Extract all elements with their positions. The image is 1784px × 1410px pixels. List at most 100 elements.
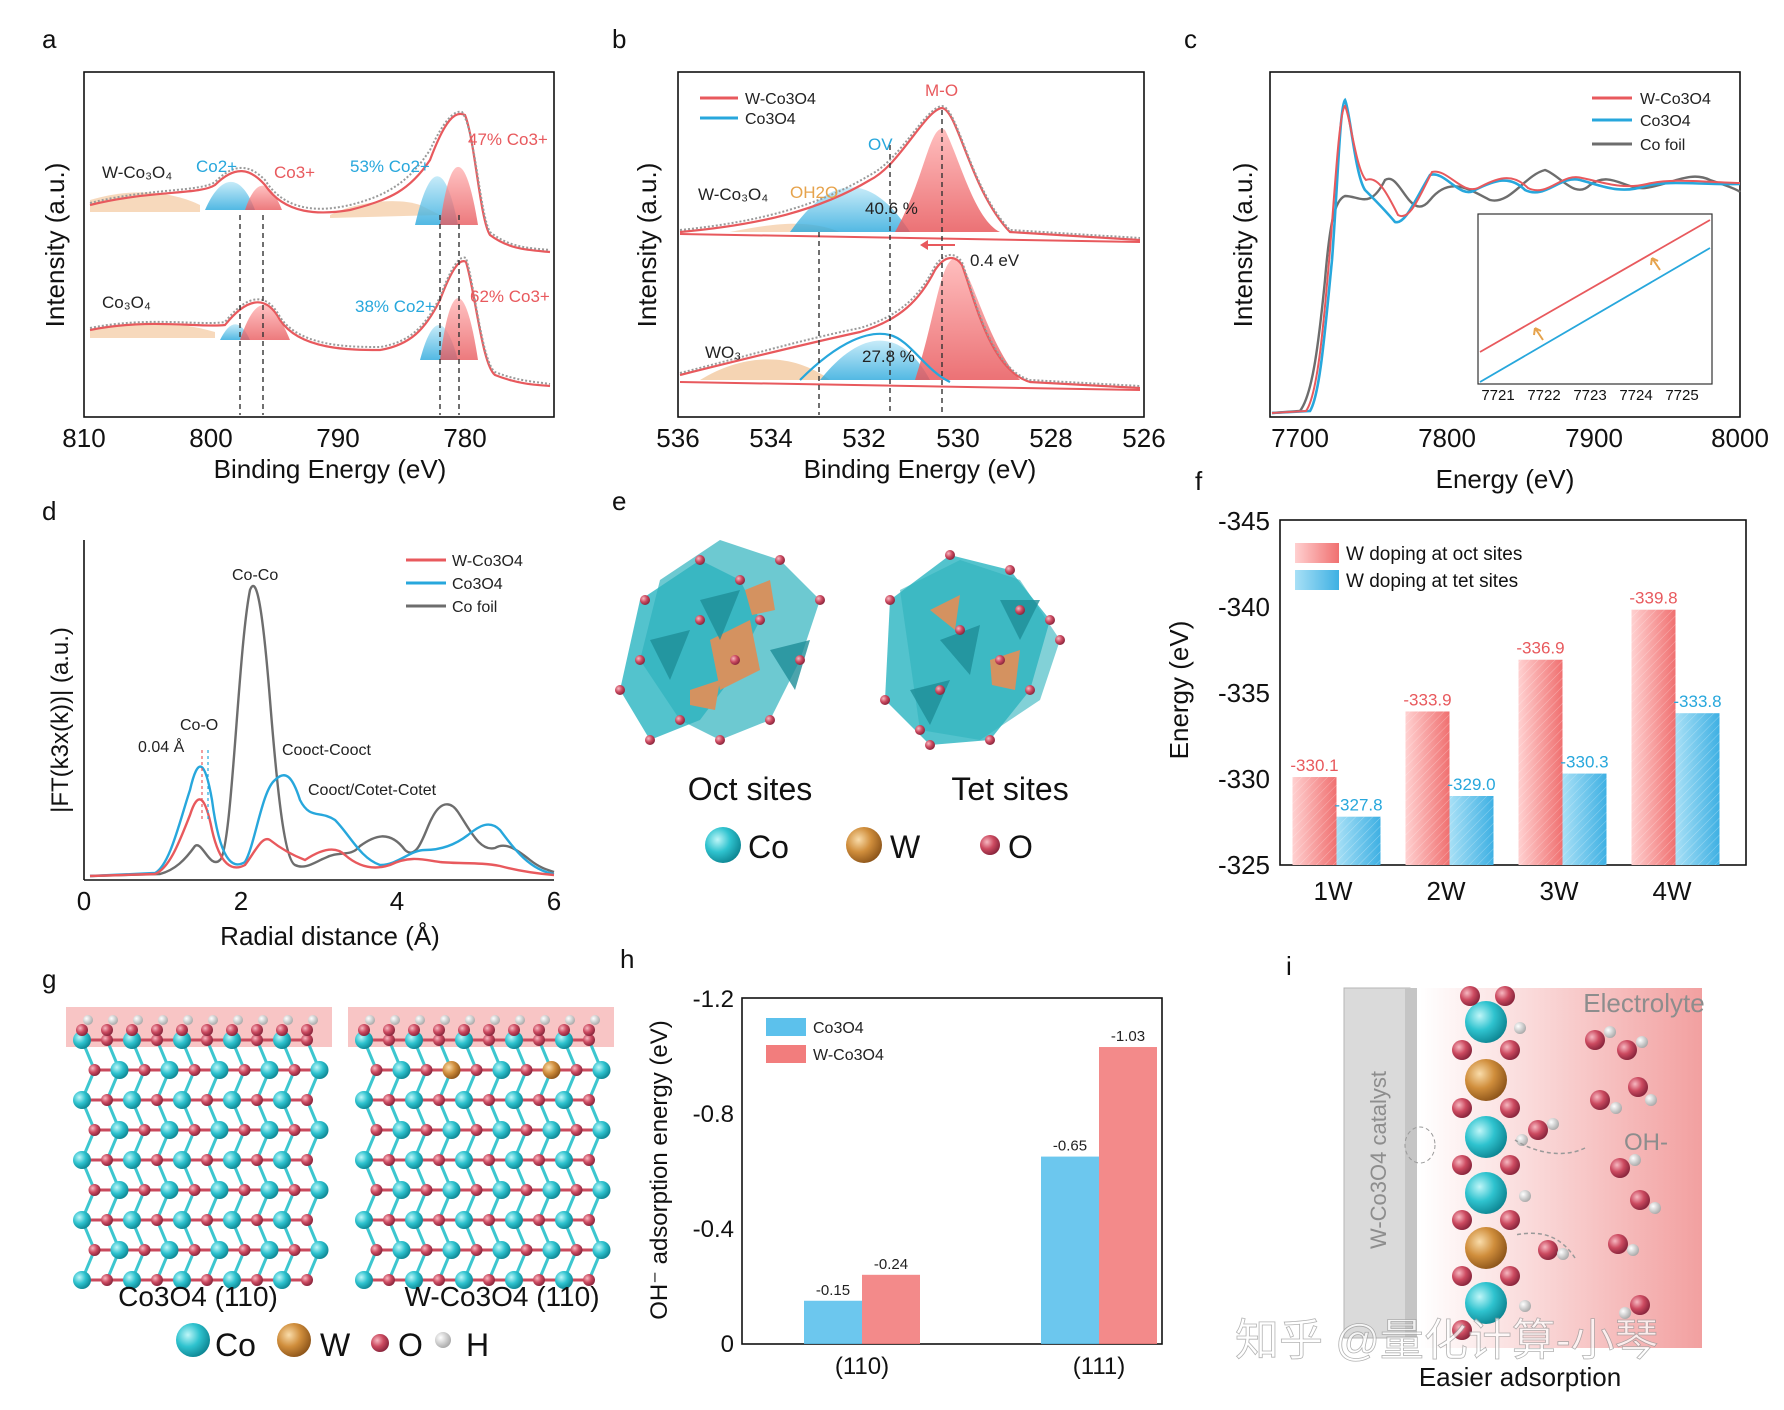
- oxygen-atoms-e: [615, 550, 1065, 750]
- annotation-38-co2: 38% Co2+: [355, 297, 435, 316]
- plot-frame-b: [677, 71, 1145, 418]
- shift-arrowhead: [920, 240, 928, 250]
- surface-atoms-i: [1452, 986, 1531, 1340]
- x-tick-a-3: 780: [443, 423, 486, 453]
- oh-label: OH-: [1624, 1129, 1668, 1156]
- value-label-oct-1w: -330.1: [1290, 756, 1338, 775]
- o-atom: [301, 1214, 313, 1226]
- h-atom: [208, 1015, 218, 1025]
- y-ticks-h: 0 -0.4 -0.8 -1.2: [693, 986, 734, 1358]
- co-atom: [405, 1091, 423, 1109]
- o-atom: [358, 1024, 370, 1036]
- co-atom: [273, 1091, 291, 1109]
- annotation-62-co3: 62% Co3+: [470, 287, 550, 306]
- bars-f: [1292, 609, 1720, 865]
- h-atom: [390, 1015, 400, 1025]
- o-atom: [101, 1094, 113, 1106]
- y-tick-h-0: 0: [721, 1331, 734, 1358]
- co-atom: [555, 1211, 573, 1229]
- reference-lines-a: [239, 215, 460, 415]
- panel-letter-b: b: [612, 24, 626, 54]
- y-ticks-f: -325 -330 -335 -340 -345: [1218, 506, 1270, 880]
- h-atom: [490, 1015, 500, 1025]
- o-atom: [508, 1024, 520, 1036]
- co-atom: [73, 1211, 91, 1229]
- h-atom: [158, 1015, 168, 1025]
- o-atom: [583, 1274, 595, 1286]
- bars-h: [804, 1047, 1157, 1344]
- co-atom: [273, 1211, 291, 1229]
- y-tick-f-2: -335: [1218, 678, 1270, 708]
- o-atom: [583, 1094, 595, 1106]
- inset-line-co3o4: [1479, 247, 1711, 383]
- value-label-oct-2w: -333.9: [1403, 690, 1451, 709]
- o-atom: [483, 1154, 495, 1166]
- o-atom: [583, 1154, 595, 1166]
- x-axis-label-d: Radial distance (Å): [220, 921, 440, 951]
- line-w-co3o4-d: [89, 798, 555, 878]
- x-tick-a-0: 810: [62, 423, 105, 453]
- co-atom: [223, 1211, 241, 1229]
- legend-o-atom-g: [371, 1334, 389, 1352]
- co-atom: [355, 1151, 373, 1169]
- o-atom: [583, 1024, 595, 1036]
- plot-frame-h: [741, 997, 1163, 1345]
- inset-frame-c: [1477, 213, 1713, 385]
- co-atom: [442, 1121, 461, 1139]
- value-label-tet-4w: -333.8: [1673, 692, 1721, 711]
- value-label-tet-2w: -329.0: [1447, 775, 1495, 794]
- baseline-top-b: [679, 233, 1141, 243]
- fill-ov-top: [790, 187, 910, 232]
- o-atom: [288, 1124, 301, 1136]
- value-labels-h: -0.15 -0.24 -0.65 -1.03: [816, 1028, 1145, 1299]
- co-atom: [455, 1151, 473, 1169]
- o-atom: [458, 1024, 470, 1036]
- raw-top-b: [679, 104, 1141, 239]
- h-atom: [133, 1015, 143, 1025]
- legend-w-e: W: [890, 829, 921, 865]
- o-atom: [383, 1024, 395, 1036]
- h-atom: [415, 1015, 425, 1025]
- o-atom: [520, 1064, 533, 1076]
- x-tick-h-0: (110): [835, 1353, 889, 1380]
- x-tick-f-2: 3W: [1540, 876, 1579, 906]
- catalyst-label: W-Co3O4 catalyst: [1366, 1071, 1391, 1249]
- adsorption-arrow-2: [1514, 1232, 1576, 1259]
- o-atom: [533, 1274, 545, 1286]
- structure-tet: [885, 555, 1060, 745]
- co-atom: [210, 1061, 229, 1079]
- legend-co-e: Co: [748, 829, 789, 865]
- o-atom: [101, 1154, 113, 1166]
- x-ticks-f: 1W 2W 3W 4W: [1314, 876, 1692, 906]
- legend-w-co3o4-b: W-Co3O4: [745, 91, 816, 108]
- legend-co-atom-g: [176, 1323, 210, 1357]
- panel-h: -0.15 -0.24 -0.65 -1.03 Co3O4 W-Co3O4 0 -0.…: [646, 986, 1163, 1380]
- legend-w-co3o4-h: W-Co3O4: [813, 1047, 884, 1064]
- co-atom: [542, 1121, 561, 1139]
- panel-letter-g: g: [42, 964, 56, 994]
- o-atom: [301, 1024, 313, 1036]
- o-atom: [470, 1244, 483, 1256]
- panel-letter-d: d: [42, 496, 56, 526]
- inset-tick-1: 7722: [1527, 387, 1560, 404]
- o-atom: [226, 1024, 238, 1036]
- co-atom: [110, 1061, 129, 1079]
- co-atom: [505, 1151, 523, 1169]
- inset-tick-0: 7721: [1481, 387, 1514, 404]
- co-atom: [405, 1271, 423, 1289]
- legend-h-g: H: [466, 1327, 489, 1363]
- o-atom: [483, 1214, 495, 1226]
- o-atom: [470, 1064, 483, 1076]
- o-atom: [370, 1184, 383, 1196]
- legend-co-g: Co: [215, 1327, 256, 1363]
- label-oct-sites: Oct sites: [688, 771, 812, 807]
- x-tick-a-1: 800: [189, 423, 232, 453]
- fill-co3-bot: [240, 305, 290, 340]
- annotation-47-co3: 47% Co3+: [468, 130, 548, 149]
- o-atom: [420, 1064, 433, 1076]
- co-atom: [355, 1211, 373, 1229]
- co-atom: [455, 1091, 473, 1109]
- legend-w-co3o4-c: W-Co3O4: [1640, 91, 1711, 108]
- watermark: 知乎 @量化计算-小琴: [1235, 1316, 1659, 1365]
